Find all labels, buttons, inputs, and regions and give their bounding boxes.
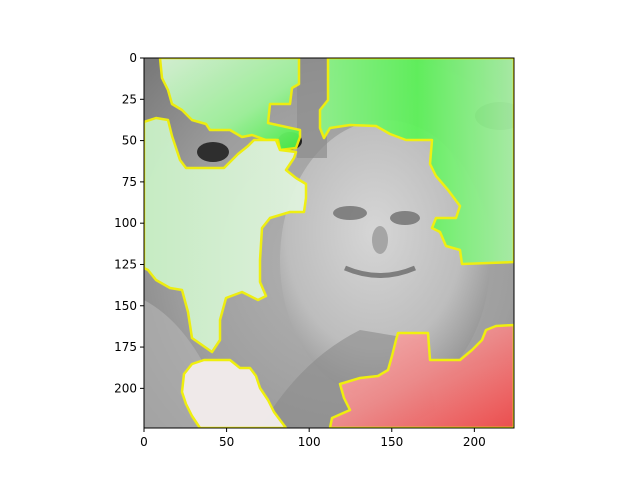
- x-tick-label: 50: [219, 435, 234, 449]
- region-green-top-right: [318, 58, 514, 266]
- y-tick-label: 75: [122, 175, 137, 189]
- y-tick-label: 50: [122, 134, 137, 148]
- region-pink-bottom-left: [180, 358, 288, 428]
- y-tick-label: 175: [114, 340, 137, 354]
- axes-frame: [143, 57, 515, 429]
- x-tick-label: 100: [298, 435, 321, 449]
- x-tick-label: 0: [140, 435, 148, 449]
- y-tick-label: 200: [114, 381, 137, 395]
- overlay-regions: [144, 58, 514, 428]
- y-tick-label: 100: [114, 216, 137, 230]
- y-tick-label: 125: [114, 257, 137, 271]
- y-axis: 0 25 50 75 100 125 150 175 200: [114, 51, 144, 395]
- x-axis: 0 50 100 150 200: [140, 428, 486, 449]
- x-tick-label: 200: [463, 435, 486, 449]
- region-red-bottom-right: [328, 323, 514, 428]
- region-green-left: [144, 116, 308, 354]
- y-tick-label: 0: [129, 51, 137, 65]
- y-tick-label: 25: [122, 92, 137, 106]
- x-tick-label: 150: [380, 435, 403, 449]
- y-tick-label: 150: [114, 299, 137, 313]
